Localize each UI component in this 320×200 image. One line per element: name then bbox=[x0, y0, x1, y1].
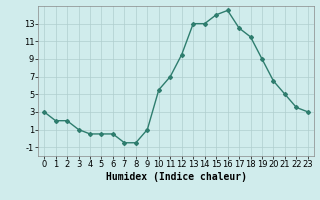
X-axis label: Humidex (Indice chaleur): Humidex (Indice chaleur) bbox=[106, 172, 246, 182]
